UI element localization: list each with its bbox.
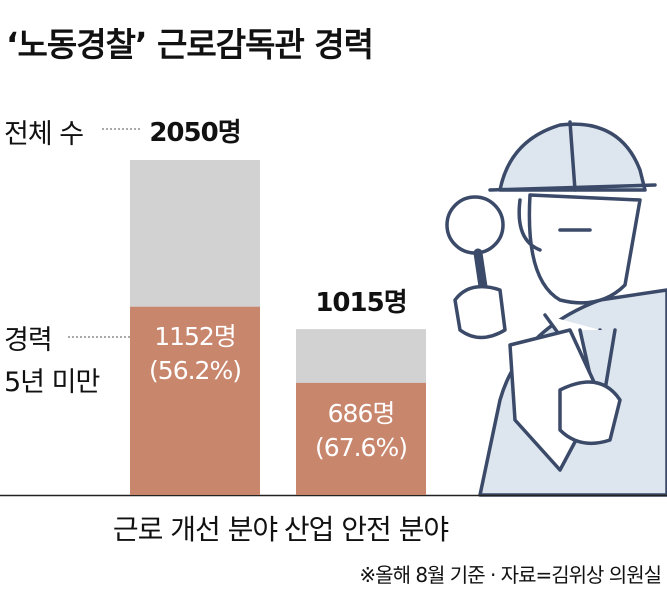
total-label-1: 1015명 — [315, 288, 407, 318]
category-label-1: 산업 안전 분야 — [283, 513, 449, 546]
legend-total-label: 전체 수 — [4, 119, 84, 150]
bar-under5-1 — [296, 382, 426, 495]
under5-value-label-1: 686명 — [327, 399, 396, 428]
under5-percent-label-1: (67.6%) — [315, 433, 408, 462]
chart-title: ‘노동경찰’ 근로감독관 경력 — [6, 25, 374, 64]
under5-value-label-0: 1152명 — [154, 322, 237, 351]
legend-under5-label-line2: 5년 미만 — [4, 367, 100, 398]
total-label-0: 2050명 — [149, 118, 241, 148]
source-note: ※올해 8월 기준 · 자료=김위상 의원실 — [359, 563, 662, 587]
category-label-0: 근로 개선 분야 — [112, 513, 278, 546]
legend-under5-label-line1: 경력 — [4, 325, 53, 356]
under5-percent-label-0: (56.2%) — [149, 356, 242, 385]
bar-under5-0 — [130, 306, 260, 495]
inspector-with-magnifier-icon — [445, 120, 667, 497]
